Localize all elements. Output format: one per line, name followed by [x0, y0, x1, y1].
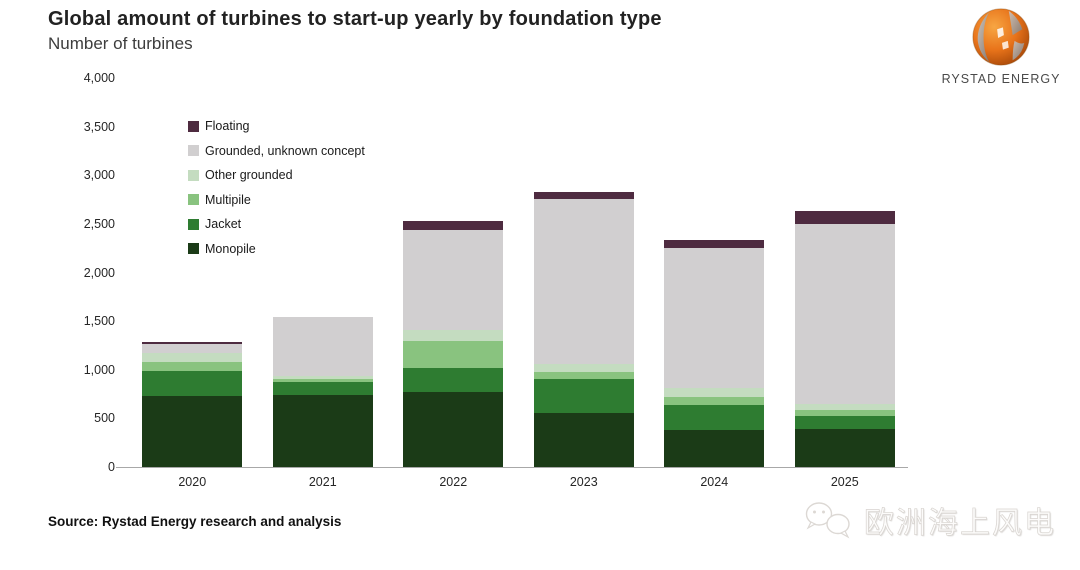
x-axis-label: 2022 — [439, 475, 468, 489]
logo-brand-text: RYSTAD ENERGY — [941, 72, 1061, 86]
rystad-energy-logo: RYSTAD ENERGY — [940, 6, 1062, 86]
legend-swatch-icon — [188, 194, 199, 205]
legend-swatch-icon — [188, 243, 199, 254]
bar-segment — [403, 392, 504, 467]
bar-2025 — [794, 211, 895, 467]
x-axis-label: 2024 — [700, 475, 729, 489]
wechat-icon — [805, 502, 850, 539]
bar-segment — [664, 388, 765, 398]
bar-segment — [533, 199, 634, 365]
bar-segment — [533, 192, 634, 200]
x-axis-label: 2023 — [569, 475, 598, 489]
bar-segment — [664, 429, 765, 467]
y-axis-tick-label: 1,500 — [83, 314, 115, 329]
bar-segment — [403, 230, 504, 331]
bar-segment — [533, 364, 634, 372]
legend-label: Multipile — [205, 192, 251, 207]
bar-segment — [272, 378, 373, 382]
y-axis-tick-label: 2,000 — [83, 265, 115, 280]
legend-item: Multipile — [188, 192, 365, 207]
page-subtitle: Number of turbines — [48, 34, 193, 53]
watermark: 欧洲海上风电 — [802, 498, 1056, 542]
legend-label: Monopile — [205, 241, 256, 256]
legend-swatch-icon — [188, 145, 199, 156]
bar-segment — [794, 428, 895, 467]
x-axis-line — [116, 467, 908, 468]
y-axis-tick-label: 3,000 — [83, 168, 115, 183]
y-axis-tick-label: 3,500 — [83, 119, 115, 134]
x-axis-label: 2025 — [830, 475, 859, 489]
bar-2024 — [664, 239, 765, 467]
legend-swatch-icon — [188, 218, 199, 230]
y-axis-tick-label: 2,500 — [83, 216, 115, 231]
bar-segment — [142, 395, 243, 467]
bar-segment — [142, 370, 243, 396]
y-axis-tick-label: 0 — [108, 460, 115, 474]
legend-item: Other grounded — [188, 168, 365, 182]
bar-segment — [533, 413, 634, 467]
legend-label: Other grounded — [205, 168, 293, 182]
bar-segment — [664, 248, 765, 389]
globe-icon — [972, 8, 1030, 66]
watermark-text: 欧洲海上风电 — [864, 507, 1056, 541]
page-title: Global amount of turbines to start-up ye… — [48, 8, 662, 30]
bar-segment — [403, 221, 504, 231]
legend-item: Grounded, unknown concept — [188, 143, 365, 158]
bar-segment — [403, 340, 504, 368]
legend-swatch-icon — [188, 169, 199, 181]
bar-segment — [272, 375, 373, 379]
bar-segment — [794, 415, 895, 429]
bar-segment — [403, 330, 504, 341]
legend-label: Jacket — [205, 217, 242, 231]
bar-segment — [142, 361, 243, 371]
bar-segment — [664, 404, 765, 430]
bar-segment — [142, 343, 243, 353]
bar-segment — [272, 394, 373, 467]
legend-label: Grounded, unknown concept — [205, 143, 365, 158]
legend-swatch-icon — [188, 120, 199, 132]
source-note: Source: Rystad Energy research and analy… — [48, 514, 342, 529]
y-axis-tick-label: 500 — [94, 411, 115, 426]
bar-segment — [403, 367, 504, 393]
bar-segment — [142, 352, 243, 362]
bar-segment — [533, 371, 634, 379]
legend-item: Monopile — [188, 241, 365, 256]
legend-item: Jacket — [188, 217, 365, 231]
y-axis-tick-label: 4,000 — [83, 71, 115, 85]
bar-segment — [272, 381, 373, 395]
chart-header: Global amount of turbines to start-up ye… — [48, 8, 662, 54]
bar-segment — [272, 317, 373, 376]
bar-segment — [664, 397, 765, 405]
bar-segment — [794, 410, 895, 416]
bar-segment — [794, 403, 895, 411]
bar-segment — [533, 379, 634, 413]
chart-legend: Floating Grounded, unknown concept Other g… — [188, 119, 365, 267]
bar-segment — [664, 239, 765, 249]
bar-segment — [794, 223, 895, 404]
legend-label: Floating — [205, 119, 250, 133]
legend-item: Floating — [188, 119, 365, 133]
bar-2020 — [142, 342, 243, 467]
bar-2022 — [403, 221, 504, 467]
x-axis-label: 2021 — [308, 475, 337, 489]
bar-segment — [794, 211, 895, 224]
bar-segment — [142, 342, 243, 344]
bar-2023 — [533, 192, 634, 467]
bar-2021 — [272, 317, 373, 467]
y-axis-tick-label: 1,000 — [83, 362, 115, 377]
x-axis-label: 2020 — [178, 475, 207, 489]
